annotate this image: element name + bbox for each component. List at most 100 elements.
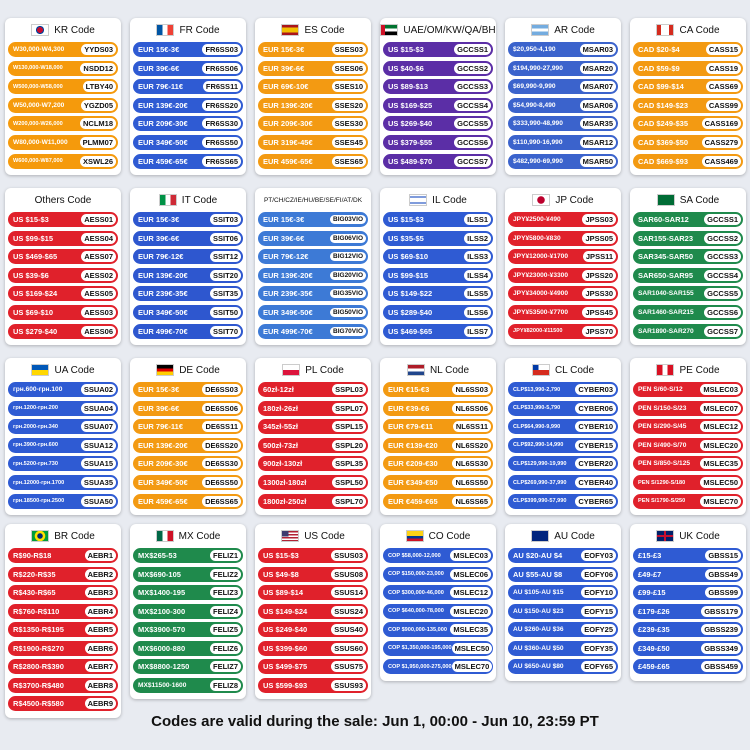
title-text: PL Code (305, 364, 344, 376)
promo-code: SSUA15 (80, 458, 116, 470)
offer-text: US $399-$60 (263, 643, 308, 653)
promo-code: MSAR35 (579, 118, 616, 130)
promo-code: JPSS30 (582, 288, 616, 300)
offer-text: EUR 349€-50€ (263, 308, 313, 317)
promo-code: CYBER15 (575, 439, 616, 451)
offer-text: US $15-$3 (263, 551, 299, 560)
promo-code: DE6SS06 (202, 402, 241, 414)
promo-code: GBSS239 (701, 624, 741, 635)
offer-text: EUR 239€-35€ (263, 289, 313, 299)
code-panel: IL Code US $15-$3 ILSS1 US $35-$5 ILSS2 US $6… (380, 188, 496, 346)
offer-text: EUR 79€-11€ (138, 82, 184, 92)
offer-row: US $149-$22 ILSS5 (383, 286, 493, 302)
promo-code: BIG06VIO (330, 233, 366, 243)
panel-title: PT/CH/CZ/IE/HU/BE/SE/FI/AT/DK (255, 188, 371, 212)
promo-code: FELIZ2 (209, 568, 241, 580)
offer-text: PEN S/290-S/45 (638, 423, 687, 431)
promo-code: SSPL70 (332, 495, 366, 507)
offer-text: CAD $669-$93 (638, 156, 689, 166)
offer-row: CLP$13,990-2,790 CYBER03 (508, 382, 618, 397)
offer-row: грн.3900-грн.600 SSUA12 (8, 437, 118, 453)
offer-row: US $15-$3 GCCSS1 (383, 42, 493, 57)
offer-row: AU $650-AU $80 EOFY65 (508, 659, 618, 674)
promo-code: SSUS24 (331, 605, 366, 617)
code-panel: FR Code EUR 15€-3€ FR6SS03 EUR 39€-6€ FR6SS0… (130, 18, 246, 176)
offer-text: грн.600-грн.100 (13, 386, 63, 393)
promo-code: MSLEC12 (450, 587, 491, 598)
promo-code: FR6SS20 (202, 99, 241, 111)
promo-code: FR6SS06 (202, 62, 241, 74)
offer-text: CLP$33,990-5,790 (513, 405, 561, 412)
panel-title: PE Code (630, 358, 746, 382)
offer-text: US $489-$70 (388, 156, 433, 166)
offer-text: MX$11500-1600 (138, 681, 187, 689)
promo-code: XSWL26 (79, 155, 116, 167)
offer-row: 500zł-73zł SSPL20 (258, 437, 368, 453)
title-text: IT Code (181, 194, 218, 206)
offer-text: US $15-$3 (13, 215, 49, 224)
offer-row: US $489-$70 GCCSS7 (383, 153, 493, 169)
flag-icon (281, 530, 300, 542)
flag-icon (158, 194, 177, 206)
promo-code: GCCSS4 (454, 99, 491, 111)
offer-row: EUR 15€-3€ BIG03VIO (258, 212, 368, 227)
offer-text: EUR 209€-30€ (138, 119, 188, 129)
promo-code: SSUS14 (331, 587, 366, 598)
panel-title: PL Code (255, 358, 371, 382)
promo-code: FR6SS65 (202, 155, 241, 167)
panel-title: UA Code (5, 358, 121, 382)
offer-text: US $499-$75 (263, 662, 308, 671)
panel-title: NL Code (380, 358, 496, 382)
offer-text: R$1900-R$270 (13, 643, 64, 653)
offer-row: US $399-$60 SSUS60 (258, 640, 368, 656)
offer-row: EUR 349€-50€ SSIT50 (133, 305, 243, 320)
panel-title: CO Code (380, 524, 496, 548)
promo-code: FELIZ6 (209, 642, 241, 654)
offer-row: JPY¥82000-¥11500 JPSS70 (508, 323, 618, 339)
flag-icon (656, 530, 675, 542)
offer-row: EUR 139€-20€ SSES20 (258, 97, 368, 113)
offer-text: 900zł-130zł (263, 459, 303, 469)
promo-code: DE6SS65 (202, 495, 241, 507)
offer-row: EUR €349-€50 NL6SS50 (383, 475, 493, 490)
promo-code: ILSS1 (464, 214, 491, 225)
offer-text: AU $360-AU $50 (513, 644, 564, 652)
flag-icon (531, 530, 550, 542)
offer-row: US $269-$40 GCCSS5 (383, 116, 493, 132)
offer-row: EUR 459€-65€ SSES65 (258, 153, 368, 169)
offer-row: EUR 69€-10€ SSES10 (258, 79, 368, 95)
flag-icon (155, 530, 174, 542)
offer-text: EUR 139€-20€ (263, 270, 313, 280)
promo-code: SSUA35 (80, 477, 116, 488)
panel-title: IL Code (380, 188, 496, 212)
offer-row: £15-£3 GBSS15 (633, 548, 743, 563)
offer-text: EUR €39-€6 (388, 403, 430, 413)
code-panel: IT Code EUR 15€-3€ SSIT03 EUR 39€-6€ SSIT06 E… (130, 188, 246, 346)
title-text: AU Code (554, 530, 595, 542)
offer-row: COP $640,000-78,000 MSLEC20 (383, 603, 493, 619)
offer-row: EUR 139€-20€ SSIT20 (133, 267, 243, 283)
promo-code: AESS03 (81, 307, 116, 318)
offer-text: SAR1040-SAR155 (638, 290, 694, 298)
title-text: PT/CH/CZ/IE/HU/BE/SE/FI/AT/DK (263, 196, 363, 204)
offer-text: CLP$92,990-14,990 (513, 442, 564, 449)
offer-row: AU $360-AU $50 EOFY35 (508, 640, 618, 656)
offer-row: EUR 39€-6€ DE6SS06 (133, 400, 243, 416)
offer-text: EUR €209-€30 (388, 459, 438, 469)
offer-row: SAR650-SAR95 GCCSS4 (633, 267, 743, 283)
offer-row: грн.2000-грн.340 SSUA07 (8, 419, 118, 435)
offer-row: US $89-$13 GCCSS3 (383, 79, 493, 95)
title-text: KR Code (54, 24, 95, 36)
promo-code: SSES20 (331, 99, 366, 111)
code-panel: UA Code грн.600-грн.100 SSUA02 грн.1200-грн… (5, 358, 121, 516)
offer-text: EUR 349€-50€ (138, 308, 188, 317)
promo-code: SSPL15 (332, 421, 366, 433)
offer-row: EUR 349€-50€ FR6SS50 (133, 135, 243, 150)
panel-title: FR Code (130, 18, 246, 42)
promo-code: MSLEC70 (700, 495, 741, 507)
offer-row: $110,990-16,990 MSAR12 (508, 135, 618, 150)
promo-code: MSAR50 (579, 155, 616, 167)
offer-row: EUR 239€-35€ SSIT35 (133, 286, 243, 302)
offer-row: EUR 499€-70€ SSIT70 (133, 323, 243, 339)
